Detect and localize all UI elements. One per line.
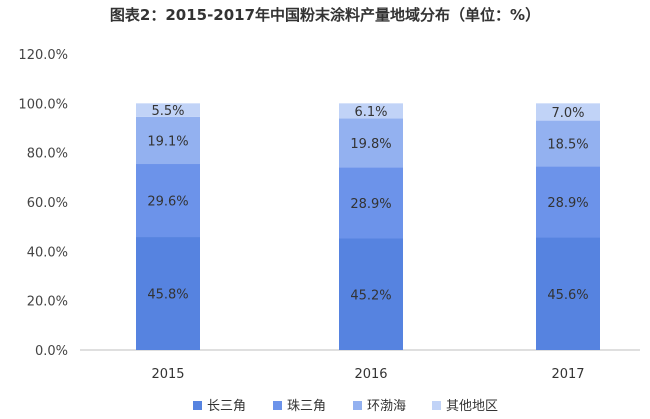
legend-label: 长三角 [207, 399, 246, 414]
bar-segment [536, 166, 600, 238]
bar-segment [536, 103, 600, 121]
y-tick-label: 0.0% [35, 344, 68, 359]
y-tick-label: 80.0% [27, 147, 68, 162]
legend-label: 其他地区 [446, 399, 498, 414]
y-tick-label: 120.0% [18, 48, 68, 63]
data-label: 45.2% [350, 288, 391, 303]
bar-segment [339, 238, 403, 350]
data-label: 45.8% [147, 288, 188, 303]
data-label: 19.8% [350, 137, 391, 152]
legend-label: 环渤海 [367, 398, 406, 414]
bars-layer [136, 103, 600, 350]
data-label: 29.6% [147, 195, 188, 210]
data-label: 28.9% [547, 196, 588, 211]
bar-segment [536, 237, 600, 350]
data-labels-layer: 45.8% 29.6% 19.1% 5.5% 45.2% 28.9% 19.8% 6.1% 45… [147, 104, 588, 303]
x-tick-label: 2016 [354, 367, 387, 382]
y-tick-label: 60.0% [27, 196, 68, 211]
chart-title: 图表2：2015-2017年中国粉末涂料产量地域分布（单位：%） [110, 6, 540, 24]
x-tick-label: 2017 [551, 367, 584, 382]
bar-segment [136, 164, 200, 238]
legend-label: 珠三角 [287, 399, 326, 414]
legend-swatch [353, 401, 362, 410]
bar-segment [136, 103, 200, 117]
bar-segment [136, 237, 200, 350]
axis-layer: 0.0% 20.0% 40.0% 60.0% 80.0% 100.0% 120.0% 2015… [18, 48, 640, 382]
y-tick-label: 40.0% [27, 245, 68, 260]
data-label: 18.5% [547, 137, 588, 152]
bar-segment [136, 116, 200, 165]
data-label: 6.1% [354, 105, 387, 120]
data-label: 28.9% [350, 197, 391, 212]
y-tick-label: 20.0% [27, 295, 68, 310]
data-label: 7.0% [551, 106, 584, 121]
data-label: 19.1% [147, 134, 188, 149]
bar-segment [339, 103, 403, 119]
legend: 长三角 珠三角 环渤海 其他地区 [193, 398, 498, 414]
bar-segment [536, 120, 600, 167]
bar-segment [339, 118, 403, 168]
legend-swatch [432, 401, 441, 410]
data-label: 45.6% [547, 288, 588, 303]
legend-swatch [193, 401, 202, 410]
bar-segment [339, 167, 403, 239]
y-tick-label: 100.0% [18, 97, 68, 112]
data-label: 5.5% [151, 104, 184, 119]
x-tick-label: 2015 [151, 367, 184, 382]
legend-swatch [273, 401, 282, 410]
